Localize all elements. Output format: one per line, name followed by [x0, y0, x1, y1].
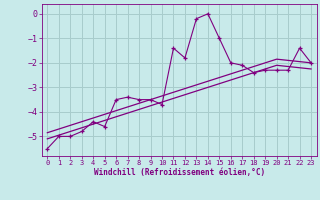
- X-axis label: Windchill (Refroidissement éolien,°C): Windchill (Refroidissement éolien,°C): [94, 168, 265, 177]
